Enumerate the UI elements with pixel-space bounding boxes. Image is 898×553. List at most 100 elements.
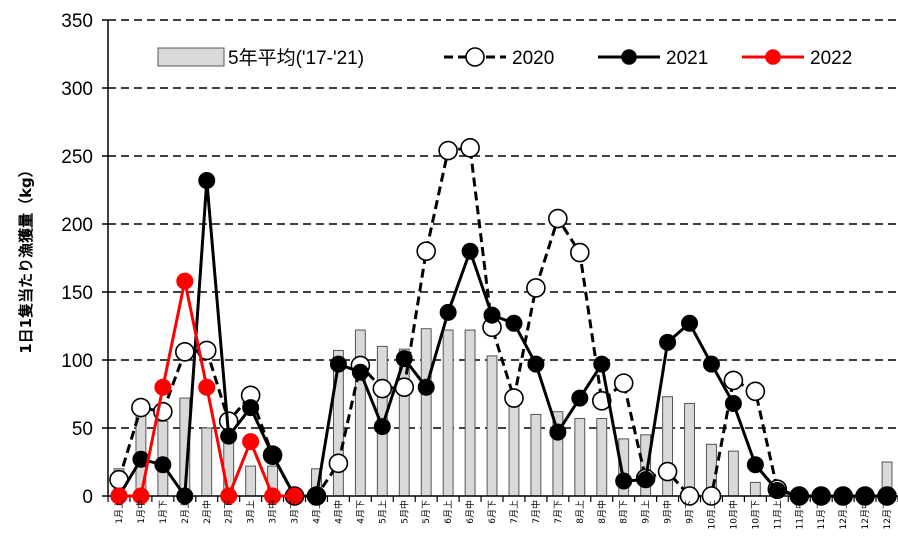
x-tick-label: 8月下	[619, 500, 630, 524]
x-tick-label: 9月上	[641, 500, 652, 524]
y-tick-label: 150	[61, 283, 93, 304]
data-point	[438, 140, 458, 161]
y-tick-labels: 0 50 100 150 200 250 300 350	[61, 11, 93, 508]
x-tick-label: 10月中	[727, 500, 739, 529]
bar	[201, 427, 213, 497]
x-tick-label: 8月上	[575, 500, 586, 524]
data-point	[329, 355, 347, 373]
x-tick-labels: 1月上 1月中 1月下 2月上 2月中 2月下 3月上 3月中 3月下 4月上 4月中 4月下 5月上 5…	[114, 500, 893, 529]
legend-swatch	[157, 47, 225, 67]
series-line	[117, 179, 887, 498]
x-tick-label: 7月上	[509, 500, 520, 524]
legend-label: 2020	[512, 48, 554, 69]
data-point	[790, 487, 808, 505]
x-tick-label: 8月中	[596, 500, 608, 524]
y-tick-label: 200	[61, 215, 93, 236]
series-2022	[110, 272, 304, 505]
legend-marker	[621, 49, 637, 65]
data-point	[548, 208, 568, 229]
x-tick-label: 11月中	[793, 500, 805, 529]
bar	[442, 329, 454, 497]
series-line	[117, 146, 887, 498]
data-point	[679, 486, 700, 506]
x-tick-label: 11月下	[816, 500, 827, 529]
data-point	[549, 423, 567, 441]
data-point	[745, 381, 766, 402]
y-axis-label: 1日1隻当たり漁獲量（kg）	[17, 162, 35, 354]
legend-marker	[465, 47, 485, 67]
axes	[102, 19, 898, 502]
legend-label: 2021	[666, 48, 708, 69]
data-point	[286, 487, 304, 505]
data-point	[417, 378, 435, 396]
data-point	[132, 487, 150, 505]
x-tick-label: 7月下	[553, 500, 564, 524]
x-tick-label: 11月上	[772, 500, 783, 529]
legend-item: 5年平均('17-'21)	[157, 47, 364, 69]
bar	[464, 329, 476, 497]
data-point	[724, 395, 742, 413]
x-tick-label: 6月上	[443, 500, 454, 524]
data-point	[570, 242, 590, 263]
x-tick-label: 5月上	[377, 500, 388, 524]
bar	[245, 465, 257, 497]
data-point	[591, 390, 612, 411]
data-point	[701, 486, 722, 506]
data-point	[110, 487, 128, 505]
data-point	[175, 342, 195, 362]
x-tick-label: 12月中	[859, 500, 871, 529]
legend-label: 2022	[810, 48, 852, 69]
x-tick-label: 2月上	[180, 500, 191, 524]
bar	[727, 450, 739, 497]
x-tick-label: 5月中	[398, 500, 410, 524]
data-point	[593, 355, 611, 373]
data-point	[659, 333, 677, 351]
x-tick-label: 9月下	[685, 500, 696, 524]
x-tick-label: 2月下	[224, 500, 235, 524]
bar	[420, 328, 432, 497]
y-tick-label: 100	[61, 351, 93, 372]
x-tick-label: 12月上	[838, 500, 849, 529]
gridlines	[108, 19, 898, 429]
y-tick-label: 350	[61, 11, 93, 32]
data-point	[242, 399, 260, 417]
data-point	[526, 278, 546, 298]
data-point	[856, 487, 874, 505]
data-point	[571, 389, 589, 407]
line-series	[109, 138, 897, 506]
data-point	[746, 456, 764, 474]
x-tick-label: 3月上	[246, 500, 257, 524]
data-point	[768, 482, 786, 500]
bar	[508, 393, 520, 497]
data-point	[328, 453, 349, 474]
y-tick-label: 250	[61, 147, 93, 168]
x-tick-label: 3月中	[267, 500, 279, 524]
legend-item: 2021	[598, 48, 708, 69]
data-point	[483, 306, 501, 324]
data-point	[264, 446, 282, 464]
x-tick-label: 5月下	[421, 500, 432, 524]
x-tick-label: 4月中	[332, 500, 344, 524]
x-tick-label: 12月下	[882, 500, 893, 529]
data-point	[372, 378, 393, 399]
data-point	[834, 487, 852, 505]
y-tick-label: 0	[82, 487, 93, 508]
data-point	[637, 471, 655, 489]
data-point	[613, 373, 634, 393]
x-tick-label: 1月下	[158, 500, 169, 524]
x-tick-label: 4月上	[311, 500, 322, 524]
bar	[684, 403, 695, 497]
x-tick-label: 4月下	[355, 500, 366, 524]
x-tick-label: 6月中	[464, 500, 476, 524]
data-point	[351, 363, 369, 381]
bar	[596, 417, 608, 497]
y-tick-label: 50	[72, 419, 93, 440]
x-tick-label: 6月下	[487, 500, 498, 524]
data-point	[242, 433, 260, 451]
data-point	[460, 138, 480, 158]
data-point	[198, 171, 216, 189]
x-tick-label: 10月下	[750, 500, 761, 529]
x-tick-label: 1月中	[135, 500, 147, 524]
legend-item: 2020	[444, 47, 554, 69]
